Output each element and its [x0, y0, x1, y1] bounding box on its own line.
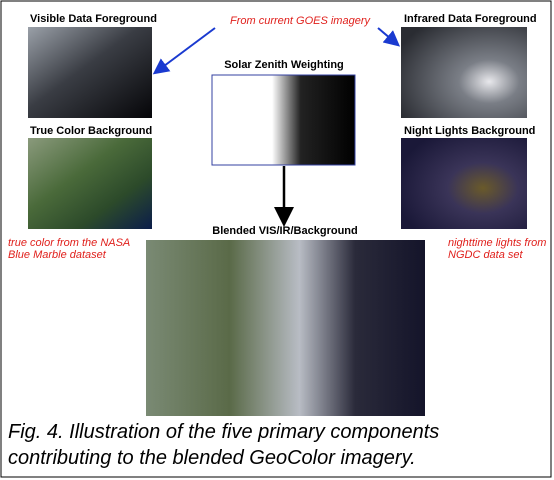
figure: Visible Data Foreground From current GOE… — [0, 0, 554, 480]
panel-title: Blended VIS/IR/Background — [212, 225, 357, 237]
panel-title: True Color Background — [30, 125, 152, 137]
night-lights-image — [401, 138, 527, 229]
source-note: Blue Marble dataset — [8, 249, 107, 261]
panel-title: Night Lights Background — [404, 125, 535, 137]
infrared-image — [401, 27, 527, 118]
caption: Fig. 4. Illustration of the five primary… — [8, 421, 439, 443]
panel-title: Infrared Data Foreground — [404, 13, 537, 25]
caption: contributing to the blended GeoColor ima… — [8, 447, 416, 469]
source-note: nighttime lights from — [448, 237, 546, 249]
solar-zenith-image — [212, 75, 355, 165]
panel-title: Visible Data Foreground — [30, 13, 157, 25]
true-color-image — [28, 138, 152, 229]
arrow — [378, 28, 397, 44]
source-note: NGDC data set — [448, 249, 524, 261]
panel-title: Solar Zenith Weighting — [224, 59, 344, 71]
arrow — [156, 28, 215, 72]
visible-image — [28, 27, 152, 118]
source-note: From current GOES imagery — [230, 15, 371, 27]
blended-image — [146, 240, 425, 416]
source-note: true color from the NASA — [8, 237, 130, 249]
